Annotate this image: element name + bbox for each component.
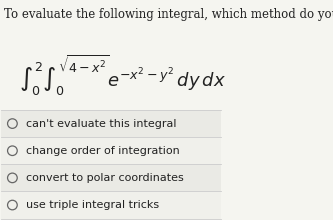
FancyBboxPatch shape <box>1 110 221 137</box>
Text: change order of integration: change order of integration <box>26 146 179 156</box>
Text: use triple integral tricks: use triple integral tricks <box>26 200 159 210</box>
FancyBboxPatch shape <box>1 191 221 219</box>
Text: To evaluate the following integral, which method do you use?: To evaluate the following integral, whic… <box>4 8 333 21</box>
Text: convert to polar coordinates: convert to polar coordinates <box>26 173 183 183</box>
FancyBboxPatch shape <box>1 137 221 164</box>
FancyBboxPatch shape <box>1 164 221 191</box>
Text: $\int_0^2 \int_0^{\sqrt{4-x^2}} e^{-x^2-y^2}\, dy\, dx$: $\int_0^2 \int_0^{\sqrt{4-x^2}} e^{-x^2-… <box>19 53 226 98</box>
Text: can't evaluate this integral: can't evaluate this integral <box>26 119 176 128</box>
